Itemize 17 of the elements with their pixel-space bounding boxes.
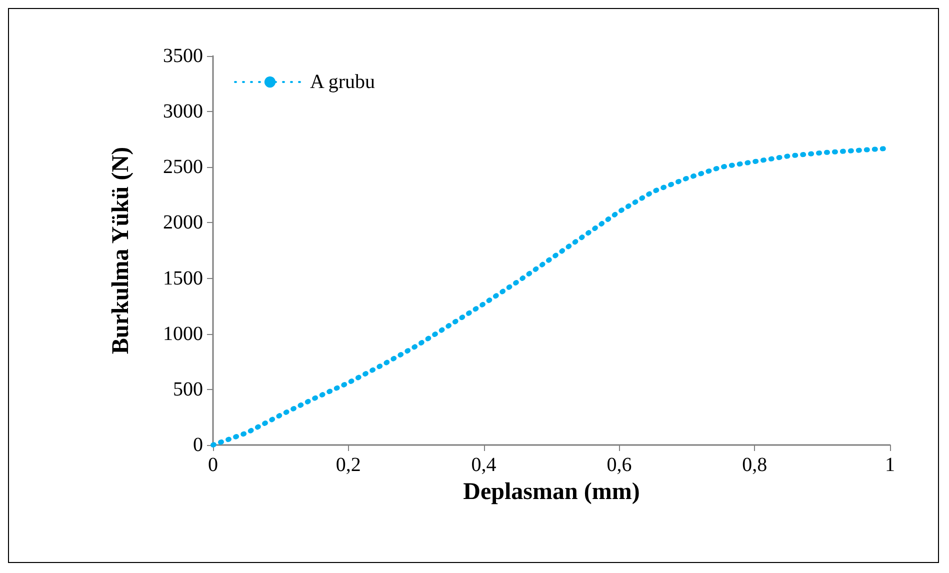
- x-tick-label: 0,6: [606, 454, 632, 476]
- x-tick-label: 0: [208, 454, 218, 476]
- legend-label: A grubu: [310, 71, 375, 93]
- x-tick-label: 0,8: [742, 454, 768, 476]
- y-tick-label: 1000: [163, 322, 203, 345]
- y-tick-label: 1500: [163, 267, 203, 290]
- x-tick-label: 0,2: [336, 454, 361, 476]
- x-tick-label: 1: [885, 454, 895, 476]
- y-tick-label: 2000: [163, 212, 203, 234]
- x-tick-label: 0,4: [471, 454, 496, 476]
- y-tick-label: 3500: [163, 45, 203, 67]
- y-tick-label: 0: [193, 434, 203, 456]
- y-tick-label: 3000: [163, 100, 203, 123]
- y-axis-title: Burkulma Yükü (N): [108, 146, 134, 354]
- y-tick-label: 2500: [163, 156, 203, 178]
- x-axis-title: Deplasman (mm): [463, 478, 640, 505]
- y-tick-label: 500: [173, 378, 203, 400]
